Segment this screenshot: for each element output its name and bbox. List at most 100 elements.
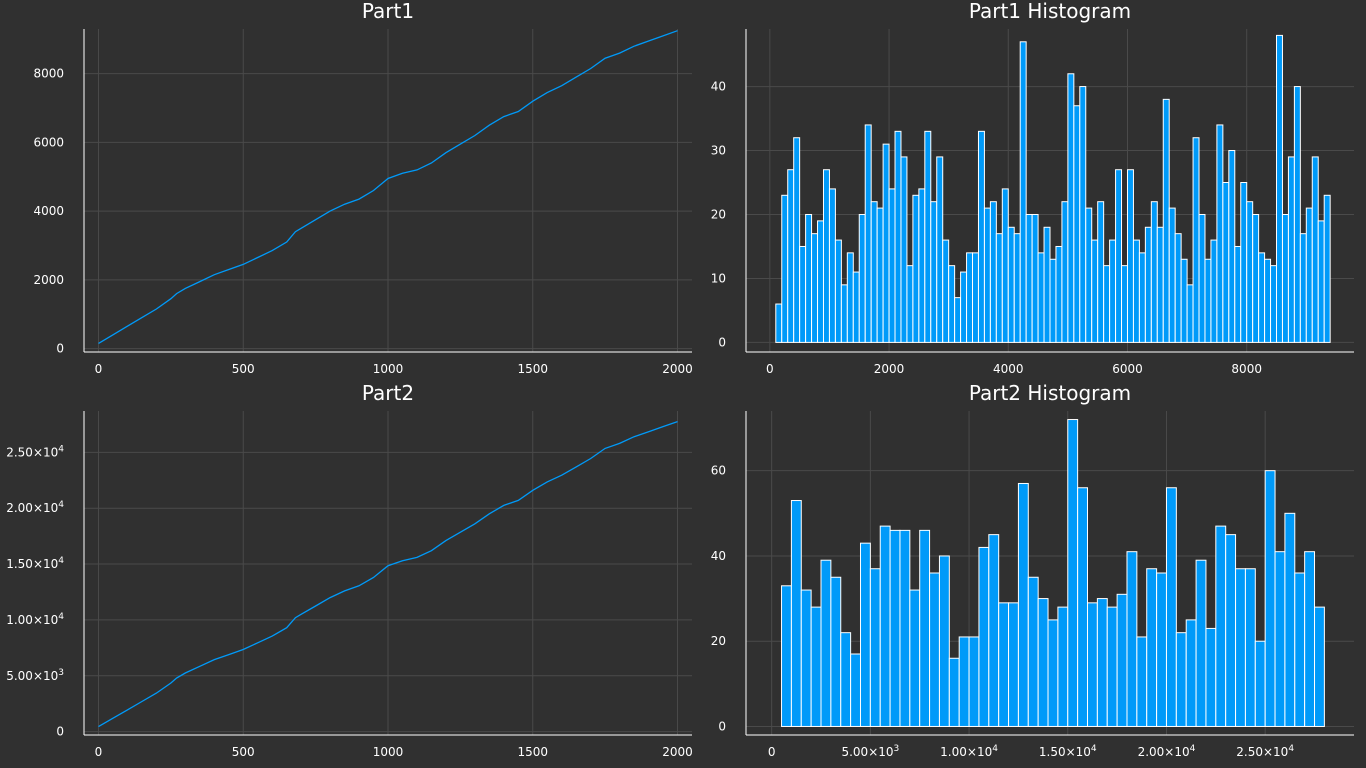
part2-histogram-bar: [800, 589, 812, 727]
part2-y-tick-label-exponent: 4: [58, 612, 64, 622]
part2-histogram-bar: [1205, 627, 1217, 727]
part1-histogram-bars: [775, 34, 1331, 343]
part1-histogram-bar: [1276, 34, 1283, 343]
part1-histogram-y-tick-label: 30: [711, 144, 726, 158]
part1-histogram-bar: [924, 130, 932, 343]
part2-histogram-bar: [1314, 606, 1325, 727]
part1-histogram-bar: [1192, 137, 1200, 343]
part2-histogram-bar: [1146, 568, 1158, 727]
part2-histogram-bar: [1057, 606, 1069, 727]
part1-histogram-bar: [1156, 226, 1164, 343]
part2-histogram-bar: [1096, 598, 1108, 727]
part1-histogram-bar: [894, 130, 902, 343]
part2-histogram-x-tick-label-mantissa: 0: [768, 745, 776, 759]
part2-histogram-bar: [879, 525, 891, 727]
part1-histogram-bar: [1323, 194, 1331, 343]
part1-histogram-bar: [1013, 233, 1021, 343]
part2-histogram-bar: [929, 572, 940, 727]
part2-histogram-bar: [988, 534, 1000, 727]
part1-histogram-bar: [1097, 201, 1105, 343]
part1-histogram-bar: [918, 188, 926, 343]
part2-histogram-bar: [1017, 482, 1029, 727]
part1-histogram-bar: [840, 284, 848, 343]
part1-x-tick-label: 1000: [373, 362, 404, 376]
part2-histogram-bar: [938, 555, 950, 727]
part1-histogram-bar: [1216, 124, 1224, 343]
part1-histogram-bar: [882, 143, 890, 343]
part2-y-tick-label-mantissa: 1.50×10: [6, 557, 58, 571]
part2-histogram-bar: [1284, 512, 1296, 727]
part2-histogram-bar: [968, 636, 980, 727]
part2-histogram-bar: [850, 653, 861, 727]
part1-histogram-bar: [817, 220, 824, 343]
part2-histogram-bar: [1087, 602, 1098, 727]
part1-histogram-bar: [1311, 156, 1319, 343]
part1-histogram-bar: [1168, 207, 1176, 343]
part1-histogram-bar: [822, 169, 830, 343]
part1-histogram-bar: [966, 252, 974, 343]
part1-histogram-x-tick-label: 2000: [874, 362, 905, 376]
part2-histogram-bar: [1264, 470, 1276, 727]
part2-histogram-bar: [810, 606, 822, 727]
part1-histogram-bar: [888, 188, 896, 343]
part1-histogram: Part1 Histogram 0 2000 4000 6000 8000 0 10 20 30…: [711, 0, 1354, 376]
part1-histogram-bar: [1204, 258, 1212, 343]
part1-histogram-bar: [876, 207, 884, 343]
part2-histogram-bar: [1136, 636, 1148, 727]
part1-histogram-bar: [1264, 258, 1272, 343]
part1-histogram-bar: [954, 297, 962, 343]
part1-histogram-bar: [1150, 201, 1158, 343]
part2-histogram-bar: [998, 602, 1010, 727]
part1-grid: [84, 29, 692, 352]
part2-histogram-bar: [1156, 572, 1167, 727]
part2-histogram-x-tick-label-exponent: 4: [1190, 744, 1196, 754]
part1-histogram-bar: [977, 130, 985, 343]
part1-histogram-bar: [1293, 86, 1301, 343]
part2-histogram-bar: [869, 568, 881, 727]
part1-histogram-bar: [906, 265, 914, 343]
part1-histogram-bar: [1210, 239, 1218, 343]
part1-histogram-bar: [1281, 213, 1289, 343]
part1-histogram-bar: [1019, 41, 1027, 343]
part2-x-tick-label: 0: [95, 745, 103, 759]
part1-histogram-bar: [1115, 169, 1123, 343]
part1-histogram-bar: [1138, 252, 1146, 343]
part2-histogram-x-tick-label-mantissa: 2.50×10: [1236, 745, 1288, 759]
part2-y-tick-label: 2.00×104: [6, 500, 64, 515]
part1-axes: 0 500 1000 1500 2000 0 2000 4000 6000 8000: [33, 29, 693, 376]
part2-y-tick-label-exponent: 4: [58, 556, 64, 566]
part2-histogram-bar: [1175, 632, 1187, 727]
part1-histogram-bar: [1180, 258, 1188, 343]
part1-histogram-x-tick-label: 6000: [1112, 362, 1143, 376]
part1-y-tick-label: 6000: [33, 135, 64, 149]
part2-histogram-x-tick-label-mantissa: 5.00×10: [841, 745, 893, 759]
part1-histogram-axes: 0 2000 4000 6000 8000 0 10 20 30 40: [711, 29, 1354, 376]
part1-histogram-bar: [972, 252, 979, 343]
part1-histogram-bar: [1228, 150, 1236, 343]
part1-histogram-bar: [983, 207, 991, 343]
part1-histogram-bar: [1067, 73, 1075, 343]
part2-grid: [84, 411, 692, 735]
part2-histogram-x-tick-label-exponent: 4: [992, 744, 998, 754]
part2-histogram-bar: [1304, 551, 1316, 727]
part2-x-tick-label: 1500: [517, 745, 548, 759]
part2-histogram-x-tick-label: 2.00×104: [1138, 744, 1196, 759]
part2-histogram-y-tick-label: 0: [718, 719, 726, 733]
part1-y-tick-label: 4000: [33, 204, 64, 218]
part2-histogram-bar: [1215, 525, 1227, 727]
part2-histogram-x-tick-label-exponent: 4: [1091, 744, 1097, 754]
part1-histogram-bar: [1061, 201, 1069, 343]
part1-histogram-y-tick-label: 0: [718, 335, 726, 349]
part2-histogram-bar: [909, 589, 921, 727]
part2-histogram-bar: [840, 632, 852, 727]
part2-histogram-x-tick-label: 2.50×104: [1236, 744, 1294, 759]
part2-histogram-bar: [919, 529, 931, 727]
part1-histogram-bar: [1079, 86, 1087, 343]
part2-y-tick-label-exponent: 4: [58, 500, 64, 510]
part1-histogram-bar: [787, 169, 795, 343]
part2-histogram-x-tick-label-exponent: 4: [1288, 744, 1294, 754]
part1-histogram-bar: [936, 156, 944, 343]
part2-histogram-bar: [1225, 534, 1237, 727]
part1-histogram-bar: [793, 137, 801, 343]
part1-histogram-bar: [1258, 252, 1266, 343]
